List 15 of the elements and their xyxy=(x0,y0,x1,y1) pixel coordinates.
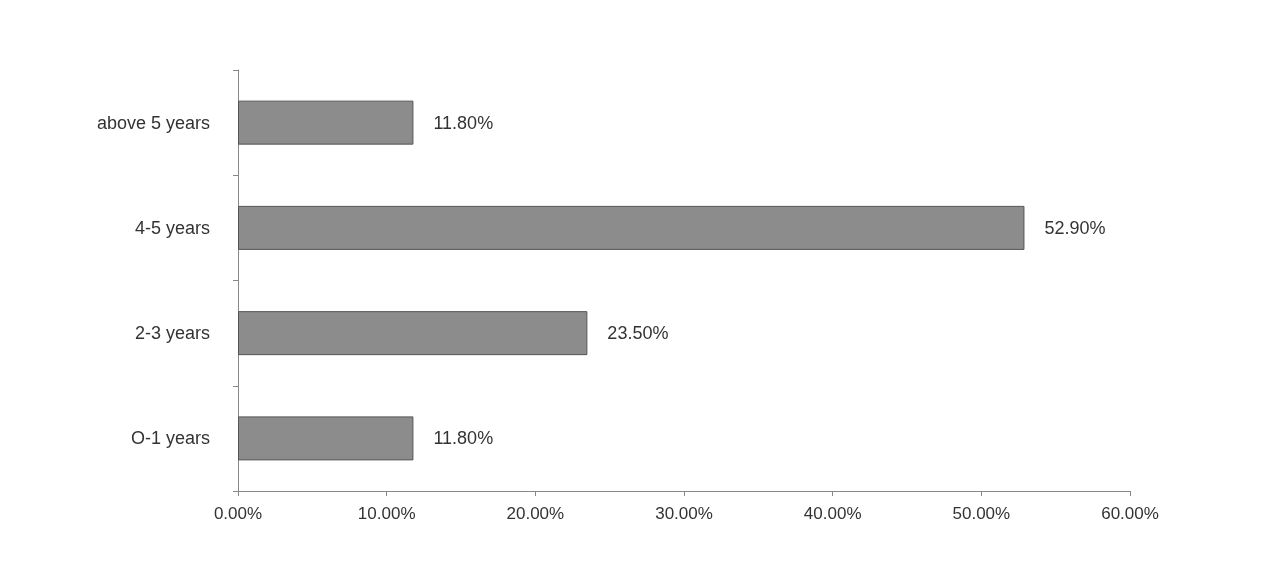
y-tick-label: above 5 years xyxy=(96,112,210,133)
x-tick-label: 50.00% xyxy=(952,504,1011,523)
y-tick-label: 2-3 years xyxy=(134,323,210,344)
x-tick-label: 30.00% xyxy=(655,504,713,523)
data-label: 11.80% xyxy=(433,428,494,449)
data-label: 52.90% xyxy=(1044,217,1106,238)
data-label: 11.80% xyxy=(433,112,494,133)
x-tick-label: 20.00% xyxy=(506,504,565,523)
y-tick-label: 4-5 years xyxy=(134,217,210,238)
data-label: 23.50% xyxy=(607,323,669,344)
x-tick-label: 10.00% xyxy=(357,504,416,523)
x-tick-label: 40.00% xyxy=(803,504,862,523)
x-tick-label: 60.00% xyxy=(1101,504,1159,523)
x-tick-label: 0.00% xyxy=(213,504,263,523)
y-tick-label: O-1 years xyxy=(130,428,210,449)
